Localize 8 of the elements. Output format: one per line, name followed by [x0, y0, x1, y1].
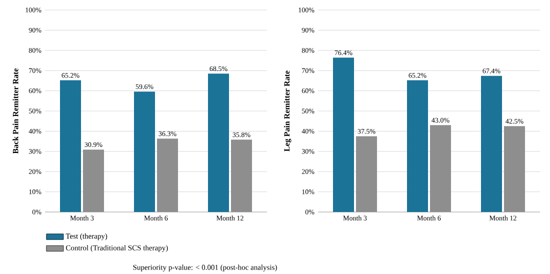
bar	[333, 58, 354, 212]
bar	[60, 80, 81, 212]
bar	[407, 80, 428, 212]
y-axis-title: Leg Pain Remitter Rate	[284, 70, 292, 152]
y-axis-title: Back Pain Remitter Rate	[12, 68, 18, 154]
bar	[134, 92, 155, 212]
bar	[481, 76, 502, 212]
bar	[208, 74, 229, 212]
